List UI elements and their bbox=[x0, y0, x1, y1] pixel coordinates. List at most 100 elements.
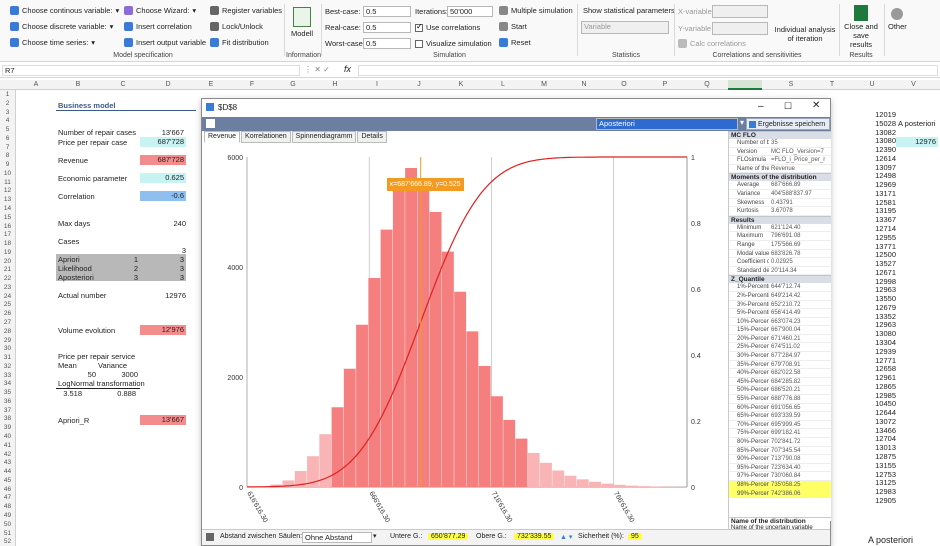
upper-bound-value[interactable]: 732'339.55 bbox=[514, 533, 555, 540]
row-header[interactable]: 16 bbox=[3, 222, 12, 230]
cell-u[interactable]: 12939 bbox=[875, 346, 896, 356]
cell-u[interactable]: 12961 bbox=[875, 373, 896, 383]
triangle-icon[interactable]: ▲ ▾ bbox=[560, 534, 573, 541]
chart-icon[interactable] bbox=[206, 533, 214, 541]
row-header[interactable]: 50 bbox=[3, 520, 12, 528]
cell-price[interactable]: 687'728 bbox=[140, 137, 186, 147]
row-header[interactable]: 46 bbox=[3, 485, 12, 493]
variable-combo[interactable]: Aposteriori bbox=[596, 118, 738, 130]
row-header[interactable]: 12 bbox=[3, 187, 12, 195]
confidence-value[interactable]: 95 bbox=[628, 533, 642, 540]
cell-u[interactable]: 12905 bbox=[875, 495, 896, 505]
lower-bound-value[interactable]: 650'877.29 bbox=[428, 533, 469, 540]
row-header[interactable]: 25 bbox=[3, 301, 12, 309]
cell-u[interactable]: 13125 bbox=[875, 478, 896, 488]
cell-u[interactable]: 12019 bbox=[875, 110, 896, 119]
cell-u[interactable]: 13466 bbox=[875, 425, 896, 435]
visualize-simulation-checkbox[interactable]: Visualize simulation bbox=[415, 39, 492, 48]
choose-continuous-button[interactable]: Choose continous variable: ▾ bbox=[10, 6, 119, 15]
individual-analysis-button[interactable]: Individual analysis of iteration bbox=[774, 25, 836, 43]
row-header[interactable]: 52 bbox=[3, 538, 12, 546]
column-header[interactable]: P bbox=[662, 81, 668, 88]
row-header[interactable]: 13 bbox=[3, 196, 12, 204]
row-header[interactable]: 15 bbox=[3, 213, 12, 221]
row-header[interactable]: 19 bbox=[3, 248, 12, 256]
row-header[interactable]: 8 bbox=[5, 152, 10, 160]
cell-u[interactable]: 12985 bbox=[875, 390, 896, 400]
maximize-icon[interactable]: ☐ bbox=[784, 101, 793, 111]
row-header[interactable]: 17 bbox=[3, 231, 12, 239]
stat-row[interactable]: 5%-Percentil 656'414.49 bbox=[729, 309, 831, 318]
cell-aposteriori-b[interactable]: 3 bbox=[179, 273, 184, 282]
cell-u[interactable]: 12498 bbox=[875, 171, 896, 181]
cell-u[interactable]: 13080 bbox=[875, 136, 896, 146]
lock-unlock-button[interactable]: Lock/Unlock bbox=[210, 22, 263, 31]
column-header[interactable]: H bbox=[332, 81, 338, 88]
insert-correlation-button[interactable]: Insert correlation bbox=[124, 22, 192, 31]
section-mc-flo[interactable]: MC FLO bbox=[729, 131, 831, 139]
save-results-button[interactable]: Ergebnisse speichern bbox=[746, 118, 830, 130]
column-header[interactable]: K bbox=[458, 81, 464, 88]
row-header[interactable]: 4 bbox=[5, 117, 10, 125]
row-header[interactable]: 23 bbox=[3, 283, 12, 291]
row-header[interactable]: 18 bbox=[3, 240, 12, 248]
cell-aposteriori-a[interactable]: 3 bbox=[133, 273, 138, 282]
cell-max-days[interactable]: 240 bbox=[173, 219, 186, 228]
stat-row[interactable]: Variance 404'588'837.97 bbox=[729, 190, 831, 199]
cell-mean[interactable]: 50 bbox=[87, 370, 96, 379]
cell-cases[interactable]: 3 bbox=[181, 246, 186, 255]
row-header[interactable]: 37 bbox=[3, 406, 12, 414]
row-header[interactable]: 30 bbox=[3, 345, 12, 353]
cell-repair-cases[interactable]: 13'667 bbox=[161, 128, 184, 137]
column-header[interactable]: M bbox=[541, 81, 547, 88]
stat-row[interactable]: Version MC FLO_Version=7 bbox=[729, 148, 831, 157]
stat-row[interactable]: FLOsimula =FLO_i_Price_per_r bbox=[729, 156, 831, 165]
row-header[interactable]: 49 bbox=[3, 511, 12, 519]
cell-u[interactable]: 12969 bbox=[875, 180, 896, 190]
stat-row[interactable]: Coefficient of 0.02925 bbox=[729, 258, 831, 267]
stat-row[interactable]: Name of the Revenue bbox=[729, 165, 831, 174]
modell-button[interactable]: Modell bbox=[291, 7, 313, 38]
stat-row[interactable]: 25%-Percentil674'511.02 bbox=[729, 343, 831, 353]
stat-row[interactable]: 65%-Percentil693'339.59 bbox=[729, 412, 831, 421]
row-header[interactable]: 5 bbox=[5, 126, 10, 134]
cell-v-bottom[interactable]: A posteriori bbox=[868, 535, 914, 545]
row-header[interactable]: 6 bbox=[5, 134, 10, 142]
section-results[interactable]: Results bbox=[729, 215, 831, 224]
cell-u[interactable]: 12704 bbox=[875, 434, 896, 444]
stat-row[interactable]: Standard dev20'114.34 bbox=[729, 267, 831, 276]
row-header[interactable]: 35 bbox=[3, 389, 12, 397]
stat-row[interactable]: 80%-Percentil702'841.72 bbox=[729, 438, 831, 447]
stat-row[interactable]: Skewness 0.43791 bbox=[729, 199, 831, 208]
row-header[interactable]: 3 bbox=[5, 108, 10, 116]
row-header[interactable]: 7 bbox=[5, 143, 10, 151]
stat-row[interactable]: Average 687'666.89 bbox=[729, 181, 831, 190]
column-header[interactable]: V bbox=[911, 81, 916, 88]
row-header[interactable]: 2 bbox=[5, 99, 10, 107]
stat-row[interactable]: 40%-Percentil682'022.58 bbox=[729, 369, 831, 378]
cell-u[interactable]: 10450 bbox=[875, 399, 896, 409]
stat-row[interactable]: 3%-Percentil 652'210.72 bbox=[729, 301, 831, 310]
cell-u[interactable]: 13097 bbox=[875, 162, 896, 172]
tab-spinnendiagramm[interactable]: Spinnendiagramm bbox=[291, 131, 357, 143]
cell-likelihood-a[interactable]: 2 bbox=[133, 264, 138, 273]
column-header[interactable]: N bbox=[581, 81, 587, 88]
row-header[interactable]: 10 bbox=[3, 169, 12, 177]
row-header[interactable]: 1 bbox=[5, 91, 10, 98]
cell-u[interactable]: 12658 bbox=[875, 364, 896, 374]
row-header[interactable]: 20 bbox=[3, 257, 12, 265]
cell-u[interactable]: 12983 bbox=[875, 487, 896, 497]
row-header[interactable]: 14 bbox=[3, 205, 12, 212]
chevron-down-icon[interactable]: ▾ bbox=[740, 118, 745, 127]
real-case-input[interactable]: 0.5 bbox=[363, 22, 411, 33]
row-header[interactable]: 31 bbox=[3, 354, 12, 362]
cell-apriori-b[interactable]: 3 bbox=[179, 255, 184, 264]
stat-row[interactable]: Range 175'566.69 bbox=[729, 241, 831, 250]
column-header[interactable]: S bbox=[788, 81, 794, 88]
cell-apriori-a[interactable]: 1 bbox=[133, 255, 138, 264]
column-header[interactable]: J bbox=[417, 81, 421, 88]
cell-u[interactable]: 12644 bbox=[875, 408, 896, 418]
row-header[interactable]: 43 bbox=[3, 459, 12, 467]
cell-correlation[interactable]: -0.6 bbox=[140, 191, 186, 201]
cell-u[interactable]: 12671 bbox=[875, 267, 896, 277]
